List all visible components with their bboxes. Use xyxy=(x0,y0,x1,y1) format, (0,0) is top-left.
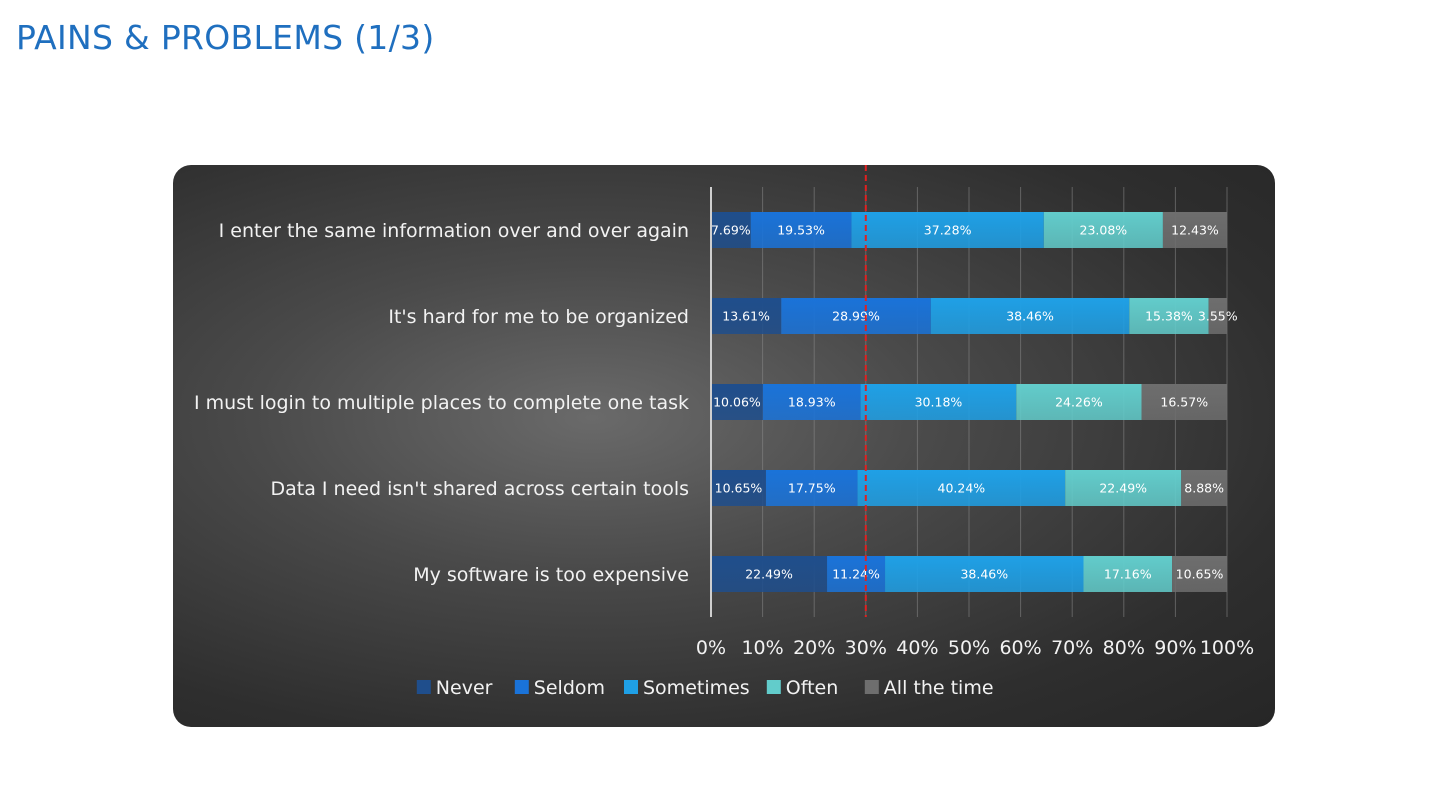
data-label: 10.65% xyxy=(1176,567,1224,582)
bar-segment xyxy=(1083,556,1173,592)
bar-segment xyxy=(1141,384,1227,420)
data-label: 37.28% xyxy=(924,223,972,238)
bar-segment xyxy=(711,384,763,420)
chart-panel: I enter the same information over and ov… xyxy=(173,165,1275,727)
bar-segment xyxy=(711,556,828,592)
data-label: 8.88% xyxy=(1184,481,1224,496)
category-label: It's hard for me to be organized xyxy=(388,306,689,328)
data-label: 17.16% xyxy=(1104,567,1152,582)
bar-segment xyxy=(827,556,886,592)
data-label: 38.46% xyxy=(1006,309,1054,324)
data-label: 22.49% xyxy=(1099,481,1147,496)
data-label: 30.18% xyxy=(915,395,963,410)
data-label: 23.08% xyxy=(1080,223,1128,238)
legend-swatch xyxy=(864,680,879,694)
x-tick-label: 100% xyxy=(1200,637,1254,659)
category-label: Data I need isn't shared across certain … xyxy=(271,478,690,500)
x-tick-label: 50% xyxy=(948,637,990,659)
bar-segment xyxy=(1129,298,1209,334)
bar-segment xyxy=(1181,470,1228,506)
data-label: 40.24% xyxy=(938,481,986,496)
x-tick-label: 70% xyxy=(1051,637,1093,659)
bar-segment xyxy=(1065,470,1182,506)
data-label: 16.57% xyxy=(1160,395,1208,410)
legend-label: Never xyxy=(436,677,493,699)
bar-segment xyxy=(711,298,782,334)
bar-segment xyxy=(781,298,931,334)
data-label: 28.99% xyxy=(832,309,880,324)
bar-segment xyxy=(711,470,766,506)
x-tick-label: 30% xyxy=(845,637,887,659)
legend-swatch xyxy=(766,680,781,694)
x-tick-label: 80% xyxy=(1103,637,1145,659)
legend-label: Seldom xyxy=(534,677,605,699)
data-label: 11.24% xyxy=(832,567,880,582)
data-label: 22.49% xyxy=(745,567,793,582)
legend-swatch xyxy=(416,680,431,694)
data-label: 7.69% xyxy=(711,223,751,238)
bar-segment xyxy=(762,384,861,420)
stacked-bar-chart: I enter the same information over and ov… xyxy=(194,165,1254,699)
bar-segment xyxy=(930,298,1130,334)
bar-segment xyxy=(860,384,1017,420)
legend-label: All the time xyxy=(884,677,994,699)
data-label: 24.26% xyxy=(1055,395,1103,410)
data-label: 17.75% xyxy=(788,481,836,496)
category-label: My software is too expensive xyxy=(413,564,689,586)
legend-label: Often xyxy=(786,677,839,699)
bar-segment xyxy=(1162,212,1228,248)
bar-segment xyxy=(857,470,1066,506)
category-label: I enter the same information over and ov… xyxy=(219,220,689,242)
bar-segment xyxy=(885,556,1084,592)
data-label: 38.46% xyxy=(960,567,1008,582)
bar-segment xyxy=(1043,212,1163,248)
data-label: 15.38% xyxy=(1145,309,1193,324)
data-label: 3.55% xyxy=(1198,309,1238,324)
data-label: 19.53% xyxy=(777,223,825,238)
data-label: 10.06% xyxy=(713,395,761,410)
legend-swatch xyxy=(514,680,529,694)
bar-segment xyxy=(1016,384,1142,420)
data-label: 10.65% xyxy=(715,481,763,496)
x-tick-label: 10% xyxy=(741,637,783,659)
data-label: 18.93% xyxy=(788,395,836,410)
x-tick-label: 0% xyxy=(696,637,726,659)
bar-segment xyxy=(750,212,852,248)
x-tick-label: 60% xyxy=(999,637,1041,659)
data-label: 12.43% xyxy=(1171,223,1219,238)
x-tick-label: 90% xyxy=(1154,637,1196,659)
x-tick-label: 20% xyxy=(793,637,835,659)
bar-segment xyxy=(1208,298,1227,334)
bar-segment xyxy=(851,212,1044,248)
legend-swatch xyxy=(624,680,638,694)
legend-label: Sometimes xyxy=(643,677,750,699)
bar-segment xyxy=(1172,556,1227,592)
category-label: I must login to multiple places to compl… xyxy=(194,392,689,414)
data-label: 13.61% xyxy=(722,309,770,324)
bar-segment xyxy=(711,212,751,248)
x-tick-label: 40% xyxy=(896,637,938,659)
page-title: PAINS & PROBLEMS (1/3) xyxy=(16,18,435,57)
bar-segment xyxy=(765,470,858,506)
